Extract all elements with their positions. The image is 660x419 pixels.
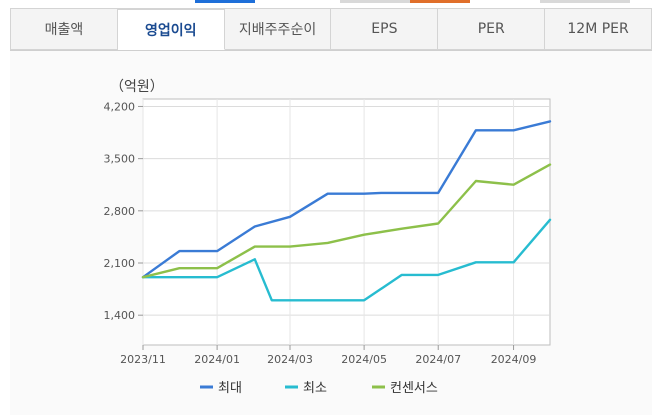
plot-frame — [142, 98, 551, 346]
top-strip — [0, 0, 660, 8]
top-blue-segment — [195, 0, 255, 3]
tab-label: 지배주주순이 — [238, 22, 317, 38]
x-tick-label: 2024/05 — [341, 353, 387, 366]
tab-label: 매출액 — [44, 22, 84, 38]
x-tick-label: 2024/01 — [194, 353, 240, 366]
tab-eps[interactable]: EPS — [331, 8, 439, 50]
chart-panel: （억원） 1,400 2,100 2,800 3,500 4,200 2023/11 20… — [10, 51, 652, 415]
x-tick-label: 2024/03 — [267, 353, 313, 366]
tab-label: PER — [477, 21, 505, 37]
y-tick-label: 1,400 — [104, 309, 136, 322]
tab-12m-per[interactable]: 12M PER — [545, 8, 652, 50]
grid — [142, 98, 551, 346]
legend: 최대 최소 컨센서스 — [200, 381, 438, 396]
y-tick-label: 3,500 — [104, 153, 136, 166]
unit-label: （억원） — [110, 79, 164, 95]
x-tick-label: 2024/09 — [491, 353, 537, 366]
x-tick-label: 2023/11 — [120, 353, 166, 366]
tab-label: 영업이익 — [144, 22, 197, 39]
tab-net-income[interactable]: 지배주주순이 — [224, 8, 332, 50]
y-axis: 1,400 2,100 2,800 3,500 4,200 — [104, 100, 143, 322]
metric-tabs: 매출액 영업이익 지배주주순이 EPS PER 12M PER — [10, 8, 652, 51]
tab-per[interactable]: PER — [438, 8, 546, 50]
series-line-컨센서스 — [141, 163, 552, 279]
legend-label: 최소 — [303, 381, 327, 396]
x-axis: 2023/11 2024/01 2024/03 2024/05 2024/07 2024/… — [120, 345, 536, 366]
y-tick-label: 2,100 — [104, 257, 136, 270]
legend-label: 컨센서스 — [390, 381, 438, 396]
x-tick-label: 2024/07 — [415, 353, 461, 366]
tab-operating-profit[interactable]: 영업이익 — [117, 8, 225, 50]
y-tick-label: 4,200 — [104, 100, 136, 113]
legend-label: 최대 — [218, 381, 242, 396]
y-tick-label: 2,800 — [104, 205, 136, 218]
top-gray-segment — [340, 0, 410, 3]
series-line-최대 — [141, 120, 552, 279]
series-line-최소 — [141, 218, 552, 302]
tab-label: EPS — [371, 21, 398, 37]
series-lines — [141, 120, 552, 302]
top-gray-segment-2 — [540, 0, 630, 3]
tab-label: 12M PER — [567, 21, 629, 37]
tab-revenue[interactable]: 매출액 — [10, 8, 118, 50]
top-orange-segment — [410, 0, 470, 3]
